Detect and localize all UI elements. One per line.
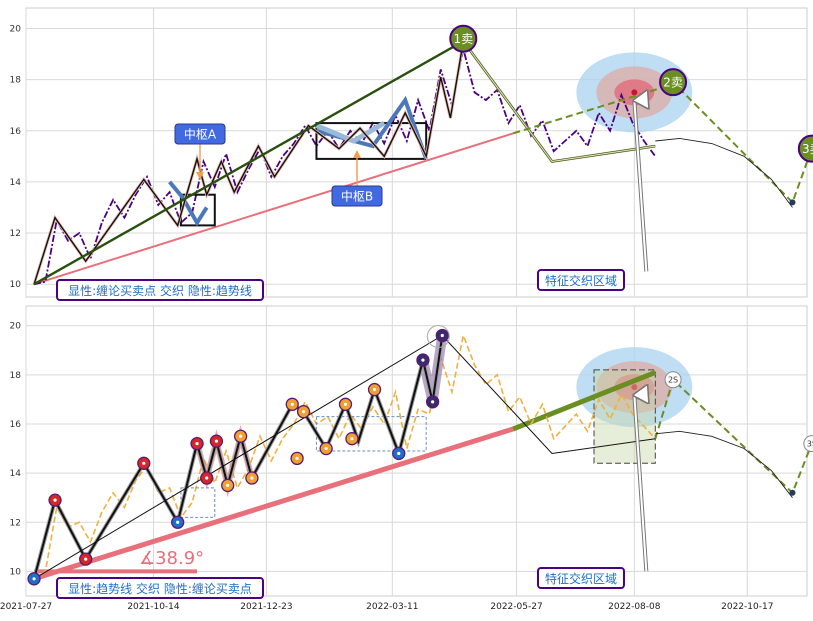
bottom-sell-marker-circle: [803, 435, 813, 453]
point-marker-dot: [324, 446, 328, 451]
point-marker-dot: [214, 439, 219, 443]
point-marker-dot: [421, 358, 425, 362]
top-forecast-curve: [655, 137, 793, 208]
center-b-label: 中枢B: [341, 189, 373, 204]
point-marker-dot: [250, 476, 254, 480]
bottom-plot-area: [25, 305, 808, 597]
point-marker-dot: [290, 402, 294, 406]
bottom-y-tick-label: 16: [10, 420, 22, 430]
point-marker-dot: [84, 557, 88, 561]
point-marker-dot: [343, 402, 348, 406]
top-y-tick-label: 14: [10, 178, 22, 188]
x-axis: 2021-07-27 2021-10-14 2021-12-23 2022-03-11…: [0, 602, 773, 612]
point-marker-dot: [372, 387, 377, 392]
bottom-sell-marker-label: 3S: [807, 440, 813, 449]
top-trend-line: [33, 132, 515, 286]
center-a-stroke: [168, 180, 209, 227]
bottom-trend-line-green: [512, 370, 657, 432]
point-marker-dot: [195, 442, 199, 446]
top-legend-box: [56, 279, 264, 301]
point-marker-dot: [53, 498, 57, 502]
sell-marker-circle: [659, 68, 688, 97]
top-zone-label-box: [537, 269, 625, 291]
center-b-arrow-head: [353, 150, 361, 158]
bottom-legend-box: [56, 577, 264, 599]
top-zone-arrow: [634, 100, 646, 272]
center-a-label: 中枢A: [184, 127, 217, 142]
bottom-forecast-segment: [654, 377, 813, 495]
sell-marker-circle: [797, 134, 813, 163]
point-marker-dot: [301, 410, 306, 414]
bottom-price-line: [33, 332, 656, 580]
center-b-label-box: [331, 185, 383, 207]
x-tick-label: 2021-10-14: [127, 602, 180, 612]
center-b-highlight: [315, 120, 386, 144]
sell-marker-label: 1卖: [453, 32, 473, 46]
bottom-segment-line: [33, 334, 656, 580]
top-y-tick-label: 20: [10, 24, 22, 34]
peak-halo: [426, 324, 450, 348]
bottom-zone-label-box: [537, 567, 625, 589]
bottom-zone-arrow: [634, 395, 646, 572]
top-plot-area: [25, 7, 808, 298]
point-marker-dot: [142, 461, 146, 465]
top-y-tick-label: 16: [10, 127, 22, 137]
top-y-tick-label: 12: [10, 229, 21, 239]
x-tick-label: 2022-03-11: [366, 602, 418, 612]
x-tick-label: 2022-08-08: [608, 602, 661, 612]
top-forecast-low-point: [789, 199, 796, 206]
center-a-arrow-head: [196, 172, 204, 180]
bottom-y-tick-label: 10: [10, 567, 22, 577]
top-zone-center-dot: [631, 89, 638, 96]
sell-marker-label: 3卖: [802, 142, 813, 156]
point-marker-dot: [176, 520, 180, 524]
point-marker-dot: [440, 333, 444, 338]
center-a-label-box: [174, 123, 226, 145]
bottom-y-tick-label: 18: [10, 371, 22, 381]
sell-marker-label: 2卖: [663, 76, 683, 90]
point-marker-dot: [431, 400, 435, 404]
bottom-forecast-curve: [655, 430, 793, 498]
bottom-y-tick-label: 12: [10, 518, 21, 528]
top-zone-label: 特征交织区域: [545, 273, 617, 288]
bottom-legend-text: 显性:趋势线 交织 隐性:缠论买卖点: [68, 581, 252, 596]
bottom-forecast-low-point: [789, 489, 796, 496]
bottom-trend-line: [31, 426, 516, 582]
point-marker-dot: [32, 577, 36, 581]
x-tick-label: 2022-10-17: [721, 602, 773, 612]
x-tick-label: 2022-05-27: [490, 602, 542, 612]
sell-marker-circle: [449, 24, 478, 53]
top-segment-inner: [462, 40, 656, 163]
top-legend-text: 显性:缠论买卖点 交织 隐性:趋势线: [68, 283, 252, 298]
top-y-tick-label: 10: [10, 280, 22, 290]
point-marker-dot: [226, 483, 230, 488]
bottom-y-tick-label: 14: [10, 469, 22, 479]
bottom-sell-marker-circle: [664, 371, 682, 389]
center-b-box: [315, 122, 428, 160]
point-marker-dot: [205, 476, 209, 480]
point-marker-dot: [397, 451, 401, 456]
x-tick-label: 2021-07-27: [0, 602, 52, 612]
angle-label: ∡38.9°: [139, 548, 204, 569]
point-marker-dot: [350, 437, 354, 441]
bottom-zone-label: 特征交织区域: [545, 571, 617, 586]
top-stroke-line: [33, 39, 656, 285]
point-marker-dot: [239, 434, 243, 438]
bottom-y-tick-label: 20: [10, 322, 22, 332]
top-y-tick-label: 18: [10, 76, 22, 86]
bottom-sell-marker-label: 2S: [668, 376, 678, 385]
x-tick-label: 2021-12-23: [240, 602, 292, 612]
top-price-line: [33, 48, 657, 286]
point-marker-dot: [295, 456, 299, 460]
